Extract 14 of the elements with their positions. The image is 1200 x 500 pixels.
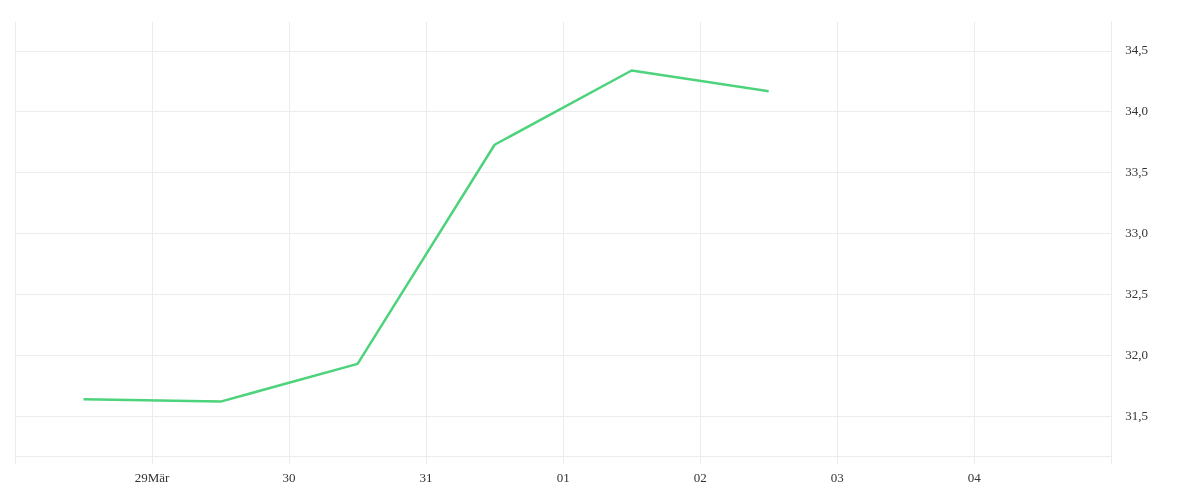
x-tick-label: 03 [830, 469, 844, 485]
y-tick-label: 31,5 [1125, 407, 1148, 423]
y-tick-label: 32,5 [1125, 285, 1148, 301]
y-tick-label: 32,0 [1125, 346, 1148, 362]
y-tick-label: 33,0 [1125, 225, 1148, 241]
x-tick-label: 02 [693, 469, 707, 485]
x-tick-label: 01 [556, 469, 570, 485]
y-tick-label: 33,5 [1125, 164, 1148, 180]
x-tick-label: 29Mär [134, 469, 171, 485]
x-tick-label: 31 [419, 469, 433, 485]
x-tick-label: 04 [967, 469, 982, 485]
x-tick-label: 30 [282, 469, 296, 485]
y-tick-label: 34,5 [1125, 42, 1148, 58]
y-tick-label: 34,0 [1125, 103, 1148, 119]
